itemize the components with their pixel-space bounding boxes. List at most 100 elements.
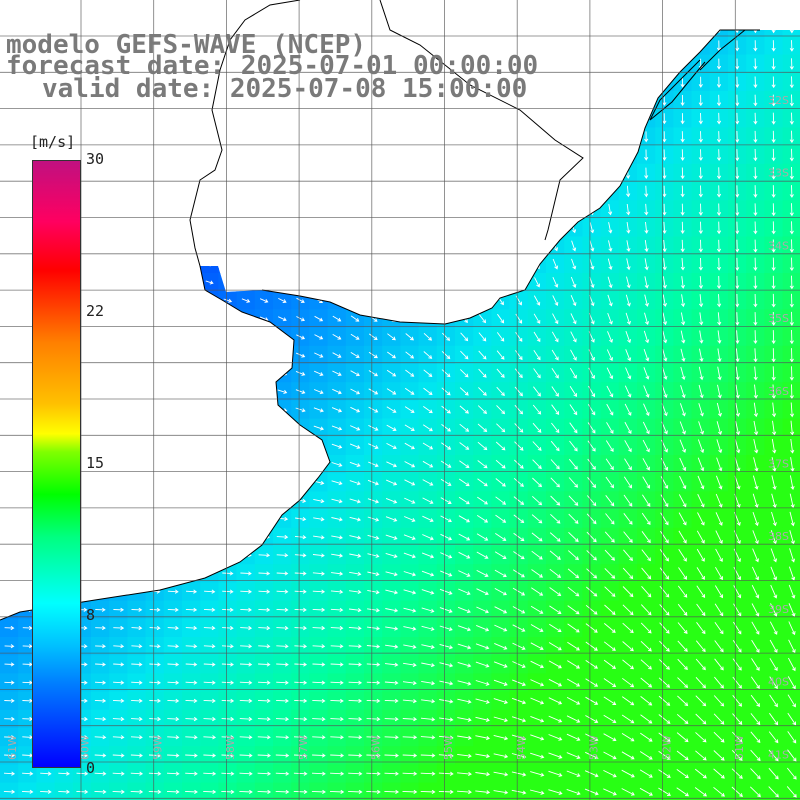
wind-cell [91,364,110,383]
wind-cell [109,182,128,201]
wind-cell [327,291,347,310]
lat-label: 35S [768,312,789,325]
wind-arrow [221,716,235,722]
wind-arrow [258,516,270,521]
wind-arrow [222,553,234,558]
wind-cell [55,0,74,19]
wind-cell [91,527,110,547]
wind-arrow [461,223,468,233]
wind-cell [91,218,110,238]
wind-arrow [789,548,796,563]
wind-arrow [5,516,14,521]
wind-arrow [460,350,469,360]
wind-arrow [534,259,540,270]
wind-cell [109,236,128,256]
wind-arrow [5,316,14,321]
wind-arrow [40,771,52,776]
wind-arrow [735,402,741,417]
wind-arrow [751,621,760,635]
wind-arrow [716,257,722,271]
wind-cell [782,582,800,602]
wind-arrow [276,662,289,667]
wind-cell [127,291,147,310]
wind-cell [145,473,165,492]
wind-arrow [169,207,177,212]
wind-cell [546,91,565,110]
wind-cell [91,546,110,565]
wind-arrow [116,26,121,29]
wind-cell [236,200,256,219]
wind-arrow [643,385,650,398]
wind-arrow [679,457,687,472]
wind-arrow [625,149,631,161]
wind-arrow [369,224,377,232]
wind-arrow [571,186,576,197]
wind-arrow [387,296,396,304]
wind-arrow [753,58,758,70]
wind-arrow [297,170,304,176]
wind-arrow [204,407,215,412]
wind-arrow [511,789,527,795]
wind-arrow [425,132,431,141]
wind-arrow [186,480,197,485]
wind-cell [691,782,711,800]
wind-arrow [94,680,107,685]
wind-arrow [606,403,614,416]
wind-arrow [4,662,15,667]
wind-arrow [407,114,413,123]
wind-arrow [260,243,269,249]
wind-arrow [498,113,504,124]
wind-cell [254,418,274,438]
wind-arrow [625,113,631,125]
wind-cell [400,291,420,310]
wind-cell [182,364,201,383]
wind-arrow [333,169,340,177]
wind-arrow [731,749,743,761]
wind-cell [455,200,474,219]
wind-arrow [78,152,86,157]
lon-label: 60W [79,735,92,760]
wind-cell [400,254,420,274]
wind-cell [582,782,602,800]
wind-arrow [786,786,797,798]
wind-arrow [313,389,324,395]
wind-arrow [715,566,723,581]
wind-arrow [459,405,469,414]
wind-arrow [113,680,125,685]
wind-arrow [442,223,449,232]
wind-arrow [606,367,614,380]
wind-arrow [695,640,706,653]
wind-arrow [349,571,362,576]
wind-cell [528,0,547,19]
wind-arrow [221,662,234,667]
wind-arrow [603,769,617,778]
wind-arrow [113,480,124,485]
wind-arrow [150,352,160,358]
wind-arrow [698,167,703,180]
wind-cell [455,145,474,165]
wind-arrow [644,40,649,52]
wind-cell [127,163,147,183]
wind-arrow [498,150,504,160]
wind-cell [145,254,165,274]
wind-arrow [168,534,179,540]
wind-arrow [640,696,653,706]
wind-cell [436,200,456,219]
wind-cell [254,382,274,401]
wind-arrow [169,189,177,194]
wind-arrow [732,658,742,671]
wind-arrow [750,731,761,744]
wind-arrow [131,698,143,703]
wind-arrow [533,331,541,343]
wind-arrow [735,149,740,162]
wind-cell [218,163,238,183]
wind-arrow [662,221,667,234]
wind-arrow [790,4,793,14]
wind-arrow [405,296,414,305]
wind-cell [345,254,365,274]
wind-arrow [223,371,233,376]
wind-arrow [296,224,305,231]
wind-cell [127,509,147,529]
wind-arrow [186,534,197,540]
wind-cell [436,109,456,128]
